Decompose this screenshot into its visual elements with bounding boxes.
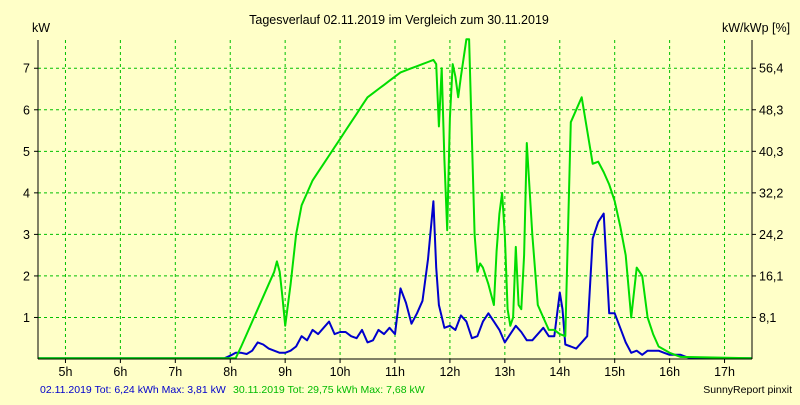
x-tick-label-10: 15h xyxy=(604,365,625,379)
y-right-tick-label-1: 16,1 xyxy=(759,269,783,283)
grid xyxy=(38,40,752,359)
y-right-tick-label-5: 48,3 xyxy=(759,103,783,117)
series-lines xyxy=(38,38,753,360)
series-line-2 xyxy=(38,38,753,360)
y-left-tick-label-1: 2 xyxy=(23,269,30,283)
y-right-tick-label-2: 24,2 xyxy=(759,228,783,242)
x-tick-label-1: 6h xyxy=(113,365,127,379)
y-right-tick-label-4: 40,3 xyxy=(759,145,783,159)
y-left-tick-label-4: 5 xyxy=(23,145,30,159)
y-right-tick-label-0: 8,1 xyxy=(759,311,776,325)
x-tick-label-6: 11h xyxy=(385,365,405,379)
y-left-tick-label-2: 3 xyxy=(23,228,30,242)
axes xyxy=(34,40,756,363)
x-tick-label-2: 7h xyxy=(168,365,182,379)
x-tick-label-9: 14h xyxy=(549,365,570,379)
x-tick-label-0: 5h xyxy=(59,365,73,379)
x-tick-label-11: 16h xyxy=(659,365,680,379)
x-tick-label-7: 12h xyxy=(439,365,460,379)
tick-labels: 5h 6h 7h 8h 9h 10h 11h 12h 13h 14h 15h 16h 17h 1 8,1 2 1… xyxy=(23,62,783,379)
x-tick-label-12: 17h xyxy=(714,365,735,379)
y-left-tick-label-3: 4 xyxy=(23,186,30,200)
y-axis-left-label: kW xyxy=(32,21,50,35)
credit-text: SunnyReport pinxit xyxy=(703,384,792,396)
x-tick-label-8: 13h xyxy=(494,365,515,379)
x-tick-label-3: 8h xyxy=(223,365,237,379)
y-left-tick-label-6: 7 xyxy=(23,62,30,76)
x-tick-label-5: 10h xyxy=(330,365,351,379)
legend-series-2: 30.11.2019 Tot: 29,75 kWh Max: 7,68 kW xyxy=(233,384,425,396)
y-left-tick-label-0: 1 xyxy=(23,311,30,325)
series-line-1 xyxy=(38,200,752,360)
y-right-tick-label-6: 56,4 xyxy=(759,62,783,76)
chart-title: Tagesverlauf 02.11.2019 im Vergleich zum… xyxy=(249,13,549,27)
y-axis-right-label: kW/kWp [%] xyxy=(722,21,790,35)
x-tick-label-4: 9h xyxy=(278,365,292,379)
y-right-tick-label-3: 32,2 xyxy=(759,186,783,200)
y-left-tick-label-5: 6 xyxy=(23,103,30,117)
legend-series-1: 02.11.2019 Tot: 6,24 kWh Max: 3,81 kW xyxy=(40,384,226,396)
